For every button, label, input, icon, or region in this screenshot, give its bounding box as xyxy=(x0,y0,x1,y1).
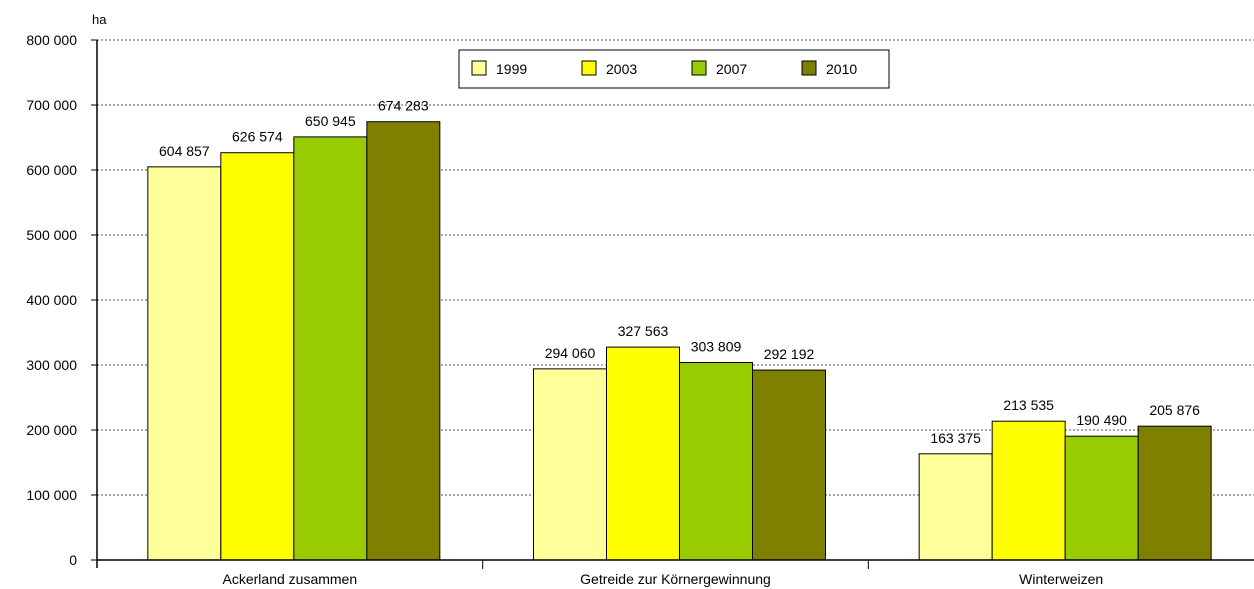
bar xyxy=(533,368,607,561)
bar-value-label: 626 574 xyxy=(232,129,283,145)
y-axis-unit-label: ha xyxy=(92,12,107,27)
bar-value-label: 163 375 xyxy=(930,430,981,446)
bar-value-label: 327 563 xyxy=(618,323,669,339)
bar xyxy=(147,166,222,561)
bar-value-label: 190 490 xyxy=(1076,412,1127,428)
y-tick-label: 600 000 xyxy=(26,162,77,178)
legend-swatch xyxy=(471,60,487,76)
bar xyxy=(293,136,368,561)
bar-value-labels: 604 857 626 574 650 945 674 283 294 060 327 5… xyxy=(159,98,1200,446)
bar-value-label: 303 809 xyxy=(691,339,742,355)
bar xyxy=(752,369,826,561)
y-tick-label: 700 000 xyxy=(26,97,77,113)
bar-value-label: 292 192 xyxy=(764,346,815,362)
y-tick-label: 300 000 xyxy=(26,357,77,373)
y-tick-label: 100 000 xyxy=(26,487,77,503)
bar xyxy=(918,453,993,561)
legend-swatch xyxy=(581,60,597,76)
legend-label: 2007 xyxy=(716,61,747,77)
bar xyxy=(991,420,1066,561)
bars xyxy=(147,121,1212,561)
bar-value-label: 650 945 xyxy=(305,113,356,129)
bar xyxy=(679,362,753,561)
bar-value-label: 294 060 xyxy=(545,345,596,361)
bar xyxy=(1137,425,1212,561)
legend-swatch xyxy=(691,60,707,76)
bar-value-label: 674 283 xyxy=(378,98,429,114)
bar xyxy=(220,152,295,561)
x-tick-label: Getreide zur Körnergewinnung xyxy=(580,571,771,587)
y-tick-label: 0 xyxy=(69,552,77,568)
bar xyxy=(366,121,441,561)
x-tick-label: Winterweizen xyxy=(1019,571,1103,587)
y-tick-label: 200 000 xyxy=(26,422,77,438)
bar xyxy=(606,346,680,561)
y-tick-label: 500 000 xyxy=(26,227,77,243)
legend: 1999 2003 2007 2010 xyxy=(458,49,890,89)
x-axis-category-labels: Ackerland zusammen Getreide zur Körnergew… xyxy=(223,560,1103,587)
legend-label: 2003 xyxy=(606,61,637,77)
bar-value-label: 604 857 xyxy=(159,143,210,159)
y-tick-label: 400 000 xyxy=(26,292,77,308)
legend-box xyxy=(458,49,890,89)
bar xyxy=(1064,435,1139,561)
axes xyxy=(96,40,1254,568)
bar-value-label: 205 876 xyxy=(1149,402,1200,418)
y-tick-label: 800 000 xyxy=(26,32,77,48)
legend-swatch xyxy=(801,60,817,76)
legend-label: 2010 xyxy=(826,61,857,77)
y-axis-ticks: 0 100 000 200 000 300 000 400 000 500 000 600 … xyxy=(26,32,97,568)
bar-value-label: 213 535 xyxy=(1003,397,1054,413)
legend-label: 1999 xyxy=(496,61,527,77)
x-tick-label: Ackerland zusammen xyxy=(223,571,358,587)
